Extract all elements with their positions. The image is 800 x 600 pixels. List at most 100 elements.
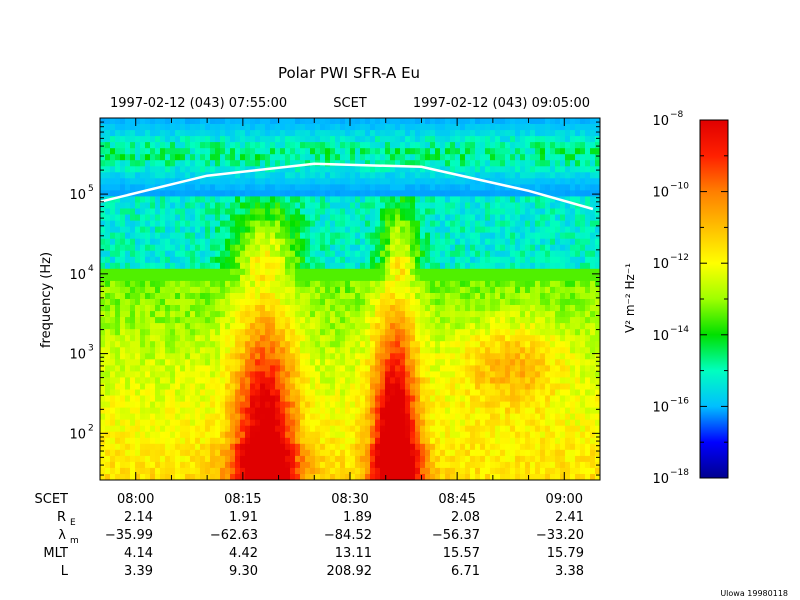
spectrogram-cell xyxy=(485,335,491,342)
spectrogram-cell xyxy=(435,154,441,161)
spectrogram-cell xyxy=(395,250,401,258)
spectrogram-cell xyxy=(425,311,431,318)
spectrogram-cell xyxy=(400,389,406,397)
spectrogram-cell xyxy=(340,467,346,475)
spectrogram-cell xyxy=(355,395,361,403)
spectrogram-cell xyxy=(295,262,301,270)
spectrogram-cell xyxy=(495,341,501,348)
spectrogram-cell xyxy=(340,136,346,143)
spectrogram-cell xyxy=(300,365,306,372)
spectrogram-cell xyxy=(230,142,236,149)
spectrogram-cell xyxy=(190,142,196,149)
spectrogram-cell xyxy=(440,286,446,294)
spectrogram-cell xyxy=(185,365,191,372)
spectrogram-cell xyxy=(200,160,206,167)
spectrogram-cell xyxy=(450,437,456,445)
spectrogram-cell xyxy=(415,262,421,270)
spectrogram-cell xyxy=(405,443,411,451)
spectrogram-cell xyxy=(355,299,361,306)
spectrogram-cell xyxy=(425,389,431,397)
spectrogram-cell xyxy=(400,347,406,354)
spectrogram-cell xyxy=(305,244,311,252)
spectrogram-cell xyxy=(210,461,216,469)
spectrogram-cell xyxy=(220,136,226,143)
spectrogram-cell xyxy=(485,461,491,469)
spectrogram-cell xyxy=(115,166,121,173)
spectrogram-cell xyxy=(225,178,231,185)
spectrogram-cell xyxy=(145,293,151,300)
spectrogram-cell xyxy=(320,118,326,125)
spectrogram-cell xyxy=(125,323,131,330)
spectrogram-cell xyxy=(185,196,191,203)
spectrogram-cell xyxy=(370,305,376,312)
spectrogram-cell xyxy=(305,455,311,463)
spectrogram-cell xyxy=(340,184,346,191)
spectrogram-cell xyxy=(160,148,166,155)
spectrogram-cell xyxy=(240,329,246,336)
spectrogram-cell xyxy=(390,353,396,360)
spectrogram-cell xyxy=(210,401,216,409)
spectrogram-cell xyxy=(385,389,391,397)
spectrogram-cell xyxy=(425,274,431,282)
spectrogram-cell xyxy=(165,365,171,372)
spectrogram-cell xyxy=(380,148,386,155)
spectrogram-cell xyxy=(460,437,466,445)
spectrogram-cell xyxy=(425,371,431,378)
spectrogram-cell xyxy=(255,124,261,131)
spectrogram-cell xyxy=(150,365,156,372)
spectrogram-cell xyxy=(180,401,186,409)
spectrogram-cell xyxy=(120,262,126,270)
spectrogram-cell xyxy=(225,268,231,276)
spectrogram-cell xyxy=(295,437,301,445)
spectrogram-cell xyxy=(260,383,266,391)
spectrogram-cell xyxy=(150,244,156,252)
spectrogram-cell xyxy=(320,293,326,300)
spectrogram-cell xyxy=(375,329,381,336)
spectrogram-cell xyxy=(130,474,136,480)
spectrogram-cell xyxy=(120,365,126,372)
spectrogram-cell xyxy=(455,238,461,246)
spectrogram-cell xyxy=(115,413,121,421)
spectrogram-cell xyxy=(235,323,241,330)
spectrogram-cell xyxy=(460,142,466,149)
spectrogram-cell xyxy=(450,196,456,203)
spectrogram-cell xyxy=(440,178,446,185)
spectrogram-cell xyxy=(415,274,421,282)
spectrogram-cell xyxy=(270,329,276,336)
spectrogram-cell xyxy=(335,407,341,415)
spectrogram-cell xyxy=(425,136,431,143)
spectrogram-cell xyxy=(345,293,351,300)
spectrogram-cell xyxy=(405,371,411,378)
spectrogram-cell xyxy=(315,329,321,336)
spectrogram-cell xyxy=(160,196,166,203)
spectrogram-cell xyxy=(120,413,126,421)
spectrogram-cell xyxy=(390,419,396,427)
spectrogram-cell xyxy=(390,148,396,155)
spectrogram-cell xyxy=(195,377,201,384)
spectrogram-cell xyxy=(365,383,371,391)
spectrogram-cell xyxy=(360,268,366,276)
spectrogram-cell xyxy=(300,389,306,397)
spectrogram-cell xyxy=(150,461,156,469)
spectrogram-cell xyxy=(170,365,176,372)
spectrogram-cell xyxy=(490,124,496,131)
spectrogram-cell xyxy=(215,383,221,391)
spectrogram-cell xyxy=(195,172,201,179)
spectrogram-cell xyxy=(470,118,476,125)
spectrogram-cell xyxy=(475,293,481,300)
spectrogram-cell xyxy=(110,232,116,240)
spectrogram-cell xyxy=(270,130,276,137)
spectrogram-cell xyxy=(275,226,281,234)
spectrogram-cell xyxy=(400,148,406,155)
spectrogram-cell xyxy=(325,148,331,155)
spectrogram-cell xyxy=(400,256,406,264)
spectrogram-cell xyxy=(450,293,456,300)
spectrogram-cell xyxy=(250,172,256,179)
spectrogram-cell xyxy=(460,148,466,155)
spectrogram-cell xyxy=(115,244,121,252)
spectrogram-cell xyxy=(310,208,316,216)
spectrogram-cell xyxy=(335,431,341,439)
spectrogram-cell xyxy=(370,467,376,475)
spectrogram-cell xyxy=(355,431,361,439)
spectrogram-cell xyxy=(150,124,156,131)
